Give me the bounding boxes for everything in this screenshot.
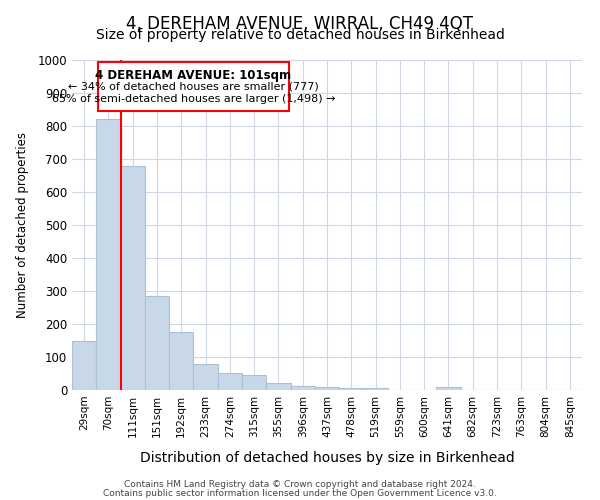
Bar bbox=[290, 386, 315, 390]
Bar bbox=[339, 388, 364, 390]
Bar bbox=[364, 388, 388, 390]
Bar bbox=[436, 386, 461, 390]
Bar bbox=[266, 382, 290, 390]
Text: 65% of semi-detached houses are larger (1,498) →: 65% of semi-detached houses are larger (… bbox=[52, 94, 335, 104]
Bar bbox=[218, 373, 242, 390]
Bar bbox=[145, 296, 169, 390]
Text: 4 DEREHAM AVENUE: 101sqm: 4 DEREHAM AVENUE: 101sqm bbox=[95, 69, 292, 82]
Text: Size of property relative to detached houses in Birkenhead: Size of property relative to detached ho… bbox=[95, 28, 505, 42]
Text: Contains HM Land Registry data © Crown copyright and database right 2024.: Contains HM Land Registry data © Crown c… bbox=[124, 480, 476, 489]
Bar bbox=[242, 375, 266, 390]
Bar bbox=[315, 388, 339, 390]
X-axis label: Distribution of detached houses by size in Birkenhead: Distribution of detached houses by size … bbox=[140, 451, 514, 465]
Bar bbox=[96, 120, 121, 390]
Bar bbox=[193, 364, 218, 390]
Bar bbox=[72, 340, 96, 390]
Bar bbox=[97, 62, 289, 111]
Y-axis label: Number of detached properties: Number of detached properties bbox=[16, 132, 29, 318]
Bar bbox=[121, 166, 145, 390]
Text: 4, DEREHAM AVENUE, WIRRAL, CH49 4QT: 4, DEREHAM AVENUE, WIRRAL, CH49 4QT bbox=[127, 15, 473, 33]
Bar bbox=[169, 332, 193, 390]
Text: Contains public sector information licensed under the Open Government Licence v3: Contains public sector information licen… bbox=[103, 488, 497, 498]
Text: ← 34% of detached houses are smaller (777): ← 34% of detached houses are smaller (77… bbox=[68, 82, 319, 92]
